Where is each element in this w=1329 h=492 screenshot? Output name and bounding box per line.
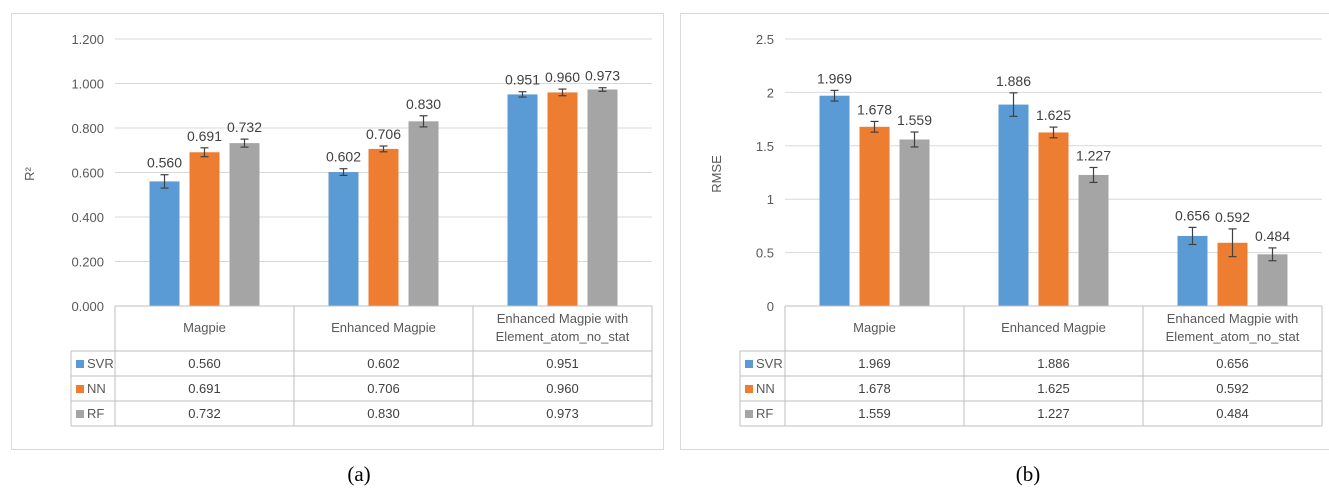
legend-key-svr bbox=[76, 360, 84, 368]
y-tick-label: 2.5 bbox=[756, 32, 774, 47]
bar-svr bbox=[1177, 235, 1208, 306]
data-label: 0.732 bbox=[227, 119, 262, 135]
bar-svr bbox=[819, 95, 850, 306]
y-tick-label: 1.5 bbox=[756, 139, 774, 154]
data-label: 0.960 bbox=[545, 69, 580, 85]
category-label: Enhanced Magpie with bbox=[497, 311, 629, 326]
table-cell: 1.969 bbox=[858, 356, 891, 371]
table-cell: 0.656 bbox=[1216, 356, 1249, 371]
bar-nn bbox=[1038, 132, 1069, 306]
chart-panel-b: 0 0.5 1 1.5 2 2.5 RMSE 1.969 1.678 1.559 1.886 1.62… bbox=[680, 13, 1329, 450]
y-tick-label: 0 bbox=[767, 299, 774, 314]
chart-a-svg: 0.000 0.200 0.400 0.600 0.800 1.000 1.200 R² 0.5… bbox=[22, 32, 653, 427]
legend-label: NN bbox=[756, 381, 775, 396]
y-tick-label: 2 bbox=[767, 85, 774, 100]
table-cell: 1.559 bbox=[858, 406, 891, 421]
table-cell: 0.484 bbox=[1216, 406, 1249, 421]
category-label: Magpie bbox=[853, 320, 896, 335]
bar-rf bbox=[587, 89, 618, 306]
y-tick-label: 0.800 bbox=[71, 121, 104, 136]
y-axis-title: R² bbox=[22, 166, 37, 180]
table-cell: 0.960 bbox=[546, 381, 579, 396]
y-axis-title: RMSE bbox=[709, 155, 724, 193]
category-label: Enhanced Magpie bbox=[1001, 320, 1106, 335]
table-cell: 0.732 bbox=[188, 406, 221, 421]
data-label: 0.973 bbox=[585, 68, 620, 84]
y-tick-label: 0.000 bbox=[71, 299, 104, 314]
data-label: 0.830 bbox=[406, 96, 441, 112]
table-cell: 0.592 bbox=[1216, 381, 1249, 396]
table-cell: 0.706 bbox=[367, 381, 400, 396]
table-cell: 0.951 bbox=[546, 356, 579, 371]
y-tick-label: 0.600 bbox=[71, 166, 104, 181]
data-label: 1.559 bbox=[897, 112, 932, 128]
data-label: 1.227 bbox=[1076, 147, 1111, 163]
table-cell: 1.678 bbox=[858, 381, 891, 396]
bar-rf bbox=[408, 121, 439, 306]
data-label: 1.678 bbox=[857, 101, 892, 117]
bar-svr bbox=[149, 181, 180, 306]
legend-key-nn bbox=[745, 385, 753, 393]
y-tick-label: 1.000 bbox=[71, 77, 104, 92]
caption-b: (b) bbox=[1015, 462, 1041, 486]
legend-key-rf bbox=[745, 410, 753, 418]
caption-a: (a) bbox=[347, 462, 371, 486]
legend-label: RF bbox=[756, 406, 773, 421]
bar-svr bbox=[507, 94, 538, 306]
data-label: 0.592 bbox=[1215, 209, 1250, 225]
chart-panel-a: 0.000 0.200 0.400 0.600 0.800 1.000 1.200 R² 0.5… bbox=[11, 13, 664, 450]
table-cell: 1.227 bbox=[1037, 406, 1070, 421]
data-label: 1.969 bbox=[817, 70, 852, 86]
data-label: 0.560 bbox=[147, 155, 182, 171]
y-tick-label: 0.200 bbox=[71, 255, 104, 270]
table-cell: 0.602 bbox=[367, 356, 400, 371]
category-label: Enhanced Magpie bbox=[331, 320, 436, 335]
bar-rf bbox=[1257, 254, 1288, 306]
bar-nn bbox=[859, 126, 890, 306]
bar-svr bbox=[998, 104, 1029, 307]
category-label: Enhanced Magpie with bbox=[1167, 311, 1299, 326]
y-tick-label: 1.200 bbox=[71, 32, 104, 47]
bar-nn bbox=[368, 148, 399, 306]
legend-key-nn bbox=[76, 385, 84, 393]
bar-rf bbox=[229, 143, 260, 306]
data-label: 0.951 bbox=[505, 72, 540, 88]
data-label: 0.706 bbox=[366, 126, 401, 142]
bar-nn bbox=[547, 92, 578, 307]
legend-key-rf bbox=[76, 410, 84, 418]
table-cell: 0.830 bbox=[367, 406, 400, 421]
legend-label: SVR bbox=[756, 356, 783, 371]
data-label: 0.484 bbox=[1255, 228, 1290, 244]
legend-key-svr bbox=[745, 360, 753, 368]
y-tick-label: 1 bbox=[767, 192, 774, 207]
y-tick-label: 0.5 bbox=[756, 246, 774, 261]
category-label: Magpie bbox=[183, 320, 226, 335]
data-label: 0.656 bbox=[1175, 207, 1210, 223]
bar-nn bbox=[189, 152, 220, 306]
legend-label: RF bbox=[87, 406, 104, 421]
table-cell: 1.625 bbox=[1037, 381, 1070, 396]
data-label: 0.602 bbox=[326, 149, 361, 165]
legend-label: SVR bbox=[87, 356, 114, 371]
category-label: Element_atom_no_stat bbox=[1166, 329, 1300, 344]
table-cell: 0.691 bbox=[188, 381, 221, 396]
table-cell: 1.886 bbox=[1037, 356, 1070, 371]
data-label: 1.886 bbox=[996, 73, 1031, 89]
category-label: Element_atom_no_stat bbox=[496, 329, 630, 344]
y-tick-label: 0.400 bbox=[71, 210, 104, 225]
data-label: 1.625 bbox=[1036, 107, 1071, 123]
bar-svr bbox=[328, 172, 359, 306]
chart-b-svg: 0 0.5 1 1.5 2 2.5 RMSE 1.969 1.678 1.559 1.886 1.62… bbox=[709, 32, 1323, 427]
data-label: 0.691 bbox=[187, 128, 222, 144]
bar-rf bbox=[899, 139, 930, 306]
table-cell: 0.560 bbox=[188, 356, 221, 371]
legend-label: NN bbox=[87, 381, 106, 396]
table-cell: 0.973 bbox=[546, 406, 579, 421]
bar-rf bbox=[1078, 174, 1109, 306]
